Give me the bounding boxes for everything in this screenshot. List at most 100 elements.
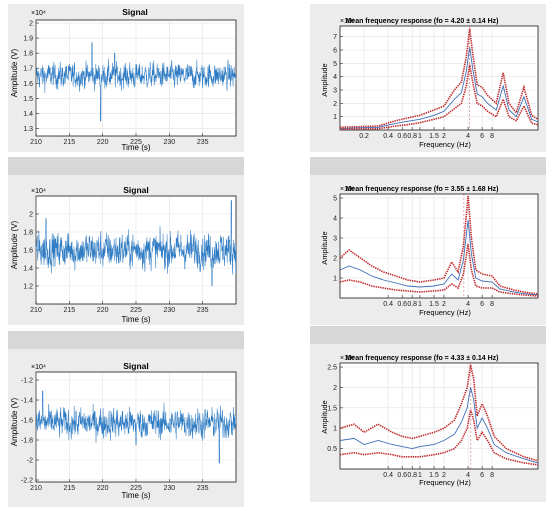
y-tick-label: 1.4 bbox=[23, 111, 33, 118]
x-tick-label: 4 bbox=[466, 301, 470, 308]
y-tick-label: 5 bbox=[333, 61, 337, 68]
x-tick-label: 1 bbox=[418, 472, 422, 479]
panel-separator bbox=[8, 331, 244, 349]
x-tick-label: 215 bbox=[63, 485, 75, 492]
signal-chart-3: Signal Time (s) Amplitude (V) ×10⁴ 210 21… bbox=[10, 361, 237, 500]
y-tick-label: 1 bbox=[333, 426, 337, 433]
y-tick-label: -1.6 bbox=[21, 418, 33, 425]
y-tick-label: -2.2 bbox=[21, 478, 33, 485]
x-tick-label: 2 bbox=[442, 472, 446, 479]
y-tick-label: 1.5 bbox=[23, 96, 33, 103]
y-axis-exponent: ×10⁶ bbox=[340, 186, 355, 193]
x-tick-label: 1.5 bbox=[429, 301, 439, 308]
x-tick-label: 8 bbox=[490, 472, 494, 479]
x-tick-label: 1 bbox=[418, 133, 422, 140]
y-tick-label: 1.2 bbox=[23, 284, 33, 291]
signal-chart-1: Signal Time (s) Amplitude (V) ×10⁴ 210 21… bbox=[10, 7, 237, 152]
x-tick-label: 6 bbox=[480, 301, 484, 308]
signal-chart-2: Signal Time (s) Amplitude (V) ×10⁴ 210 21… bbox=[10, 185, 237, 324]
y-tick-label: 2.5 bbox=[327, 365, 337, 372]
frequency-response-chart-2: Mean frequency response (fo = 3.55 ± 1.6… bbox=[320, 186, 539, 317]
y-axis-exponent: ×10⁴ bbox=[31, 10, 46, 17]
chart-title: Signal bbox=[123, 185, 149, 195]
x-axis-label: Frequency (Hz) bbox=[419, 140, 471, 149]
panel-separator bbox=[8, 157, 244, 175]
y-tick-label: 1.9 bbox=[23, 36, 33, 43]
y-axis-label: Amplitude (V) bbox=[10, 397, 19, 446]
plot-frame bbox=[339, 193, 539, 299]
mean-response-line bbox=[339, 47, 539, 129]
x-tick-label: 2 bbox=[442, 133, 446, 140]
y-tick-label: 7 bbox=[333, 34, 337, 41]
lower-response-line bbox=[339, 64, 539, 131]
upper-response-line bbox=[339, 364, 539, 462]
x-tick-label: 6 bbox=[480, 472, 484, 479]
y-tick-label: 0.5 bbox=[327, 446, 337, 453]
signal-trace bbox=[35, 200, 237, 287]
x-tick-label: 220 bbox=[97, 307, 109, 314]
upper-response-line bbox=[339, 195, 539, 295]
x-tick-label: 0.4 bbox=[383, 301, 393, 308]
x-tick-label: 2 bbox=[442, 301, 446, 308]
plot-area bbox=[339, 25, 539, 131]
y-tick-label: 2 bbox=[29, 21, 33, 28]
x-tick-label: 210 bbox=[30, 307, 42, 314]
plot-frame bbox=[35, 371, 237, 483]
x-tick-label: 8 bbox=[490, 133, 494, 140]
frequency-response-chart-3: Mean frequency response (fo = 4.33 ± 0.1… bbox=[320, 355, 539, 487]
x-tick-label: 220 bbox=[97, 485, 109, 492]
y-tick-label: 2 bbox=[333, 385, 337, 392]
y-tick-label: 6 bbox=[333, 48, 337, 55]
y-tick-label: 2 bbox=[333, 101, 337, 108]
x-tick-label: 230 bbox=[163, 307, 175, 314]
chart-title: Mean frequency response (fo = 4.33 ± 0.1… bbox=[345, 355, 498, 362]
x-tick-label: 0.2 bbox=[359, 133, 369, 140]
x-tick-label: 1 bbox=[418, 301, 422, 308]
y-tick-label: 1 bbox=[333, 276, 337, 283]
y-tick-label: 1.4 bbox=[23, 266, 33, 273]
chart-title: Mean frequency response (fo = 4.20 ± 0.1… bbox=[345, 18, 498, 25]
x-axis-label: Frequency (Hz) bbox=[419, 478, 471, 487]
x-tick-label: 4 bbox=[466, 472, 470, 479]
x-tick-label: 4 bbox=[466, 133, 470, 140]
y-tick-label: -1.4 bbox=[21, 398, 33, 405]
x-tick-label: 0.8 bbox=[407, 472, 417, 479]
panel-separator bbox=[310, 157, 546, 175]
signal-trace bbox=[35, 390, 237, 464]
y-tick-label: 3 bbox=[333, 236, 337, 243]
x-tick-label: 210 bbox=[30, 485, 42, 492]
y-tick-label: 1.3 bbox=[23, 126, 33, 133]
y-tick-label: -1.2 bbox=[21, 378, 33, 385]
x-tick-label: 0.4 bbox=[383, 472, 393, 479]
x-axis-label: Frequency (Hz) bbox=[419, 308, 471, 317]
plot-frame bbox=[339, 25, 539, 131]
upper-response-line bbox=[339, 28, 539, 129]
signal-trace bbox=[35, 42, 237, 122]
y-axis-label: Amplitude bbox=[320, 400, 329, 433]
x-tick-label: 210 bbox=[30, 139, 42, 146]
plot-area bbox=[339, 362, 539, 470]
y-tick-label: 5 bbox=[333, 196, 337, 203]
x-tick-label: 235 bbox=[197, 485, 209, 492]
y-tick-label: 1.8 bbox=[23, 51, 33, 58]
x-tick-label: 0.8 bbox=[407, 301, 417, 308]
x-tick-label: 230 bbox=[163, 139, 175, 146]
x-tick-label: 235 bbox=[197, 139, 209, 146]
x-tick-label: 220 bbox=[97, 139, 109, 146]
lower-response-line bbox=[339, 409, 539, 466]
y-axis-label: Amplitude (V) bbox=[10, 48, 19, 97]
x-tick-label: 0.4 bbox=[383, 133, 393, 140]
x-tick-label: 1.5 bbox=[429, 133, 439, 140]
y-axis-exponent: ×10⁴ bbox=[31, 188, 46, 195]
chart-title: Signal bbox=[122, 7, 148, 17]
y-tick-label: 2 bbox=[333, 256, 337, 263]
y-axis-label: Amplitude bbox=[320, 63, 329, 96]
y-axis-exponent: ×10⁶ bbox=[340, 18, 355, 25]
y-tick-label: 4 bbox=[333, 216, 337, 223]
x-tick-label: 215 bbox=[63, 307, 75, 314]
x-axis-label: Time (s) bbox=[121, 315, 150, 324]
x-tick-label: 235 bbox=[197, 307, 209, 314]
chart-title: Signal bbox=[123, 361, 149, 371]
frequency-response-chart-1: Mean frequency response (fo = 4.20 ± 0.1… bbox=[320, 18, 539, 149]
